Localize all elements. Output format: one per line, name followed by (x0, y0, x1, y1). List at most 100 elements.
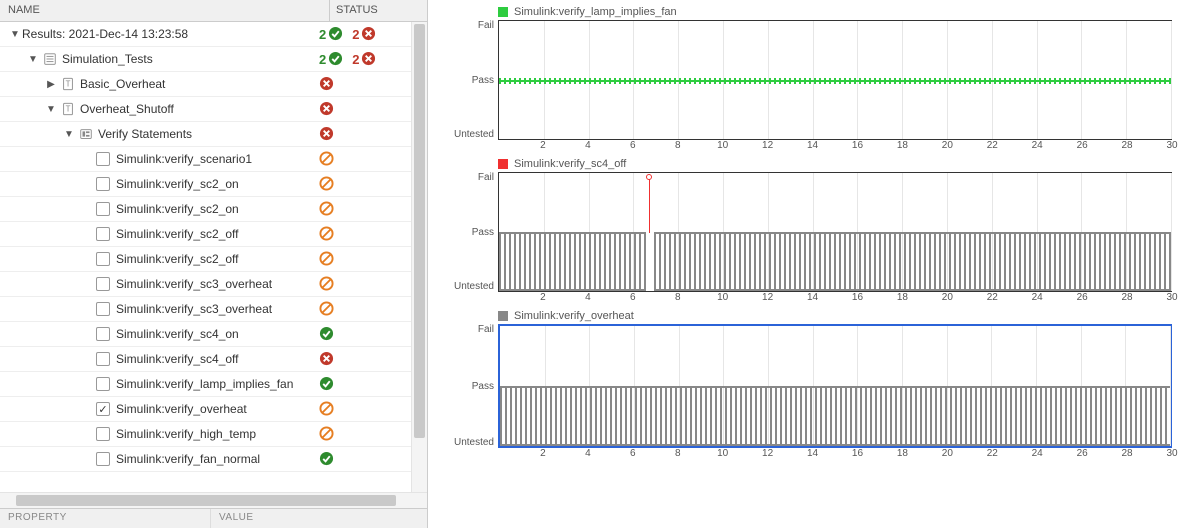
status-cell: 22 (313, 26, 411, 42)
pass-count: 2 (319, 52, 326, 67)
checkbox[interactable] (96, 227, 110, 241)
untested-icon (319, 251, 335, 267)
tree-row[interactable]: ▼Simulink:verify_fan_normal (0, 447, 411, 472)
status-cell (313, 226, 411, 242)
fail-count: 2 (352, 27, 359, 42)
checkbox[interactable] (96, 327, 110, 341)
tree-item-label: Basic_Overheat (80, 77, 165, 91)
plot-area[interactable] (498, 172, 1172, 292)
untested-icon (319, 151, 335, 167)
status-cell (313, 151, 411, 167)
checkbox[interactable] (96, 302, 110, 316)
legend-label: Simulink:verify_lamp_implies_fan (514, 6, 677, 18)
chart-legend: Simulink:verify_lamp_implies_fan (498, 6, 1172, 18)
signal-chart[interactable]: Simulink:verify_overheat FailPassUntested… (448, 310, 1172, 462)
col-header-property[interactable]: PROPERTY (0, 509, 210, 528)
pass-icon (319, 376, 335, 392)
checkbox[interactable] (96, 177, 110, 191)
tree-row[interactable]: ▼Simulink:verify_sc2_off (0, 222, 411, 247)
tree-item-label: Simulink:verify_sc3_overheat (116, 302, 272, 316)
y-axis-labels: FailPassUntested (448, 324, 498, 448)
tree-row[interactable]: ▼Simulink:verify_high_temp (0, 422, 411, 447)
test-icon: T (60, 76, 76, 92)
tree-item-label: Simulink:verify_scenario1 (116, 152, 252, 166)
col-header-status[interactable]: STATUS (329, 0, 427, 21)
tree-row[interactable]: ▼Simulink:verify_sc4_on (0, 322, 411, 347)
collapse-icon[interactable]: ▼ (62, 129, 76, 140)
untested-icon (319, 226, 335, 242)
status-cell (313, 101, 411, 117)
x-axis-labels: 24681012141618202224262830 (498, 292, 1172, 306)
tree-item-label: Simulink:verify_overheat (116, 402, 247, 416)
tree-area: NAME STATUS ▼Results: 2021-Dec-14 13:23:… (0, 0, 427, 508)
tree-item-label: Simulink:verify_sc2_on (116, 177, 239, 191)
status-cell (313, 401, 411, 417)
fail-icon (361, 26, 377, 42)
collapse-icon[interactable]: ▼ (26, 54, 40, 65)
test-icon: T (60, 101, 76, 117)
untested-icon (319, 201, 335, 217)
untested-icon (319, 426, 335, 442)
legend-swatch (498, 159, 508, 169)
signal-chart[interactable]: Simulink:verify_sc4_off FailPassUntested2… (448, 158, 1172, 306)
checkbox[interactable] (96, 352, 110, 366)
checkbox[interactable] (96, 452, 110, 466)
verify-icon (78, 126, 94, 142)
checkbox[interactable] (96, 252, 110, 266)
collapse-icon[interactable]: ▼ (44, 104, 58, 115)
col-header-name[interactable]: NAME (0, 0, 329, 21)
y-axis-labels: FailPassUntested (448, 172, 498, 292)
tree-row[interactable]: ▼Simulink:verify_scenario1 (0, 147, 411, 172)
status-cell (313, 276, 411, 292)
scrollbar-thumb[interactable] (16, 495, 396, 506)
tree-item-label: Verify Statements (98, 127, 192, 141)
vertical-scrollbar[interactable] (411, 22, 427, 492)
collapse-icon[interactable]: ▼ (8, 29, 22, 40)
horizontal-scrollbar[interactable] (0, 492, 427, 508)
legend-label: Simulink:verify_overheat (514, 310, 634, 322)
signal-chart[interactable]: Simulink:verify_lamp_implies_fanFailPass… (448, 6, 1172, 154)
fail-icon (319, 351, 335, 367)
tree-item-label: Simulink:verify_sc2_off (116, 227, 239, 241)
checkbox[interactable] (96, 427, 110, 441)
tree-item-label: Overheat_Shutoff (80, 102, 174, 116)
tree-body[interactable]: ▼Results: 2021-Dec-14 13:23:5822▼Simulat… (0, 22, 411, 492)
checkbox[interactable] (96, 152, 110, 166)
tree-row[interactable]: ▼Simulink:verify_sc3_overheat (0, 297, 411, 322)
plot-area[interactable] (498, 324, 1172, 448)
checkbox[interactable] (96, 377, 110, 391)
tree-row[interactable]: ▼ Verify Statements (0, 122, 411, 147)
checkbox[interactable] (96, 202, 110, 216)
suite-icon (42, 51, 58, 67)
tree-row[interactable]: ▼✓Simulink:verify_overheat (0, 397, 411, 422)
tree-row[interactable]: ▼Simulink:verify_sc2_on (0, 197, 411, 222)
tree-item-label: Simulink:verify_high_temp (116, 427, 256, 441)
tree-row[interactable]: ▼T Overheat_Shutoff (0, 97, 411, 122)
tree-row[interactable]: ▼Results: 2021-Dec-14 13:23:5822 (0, 22, 411, 47)
tree-row[interactable]: ▼Simulink:verify_sc2_on (0, 172, 411, 197)
chart-legend: Simulink:verify_overheat (498, 310, 1172, 322)
untested-icon (319, 301, 335, 317)
status-cell (313, 76, 411, 92)
tree-item-label: Simulink:verify_sc3_overheat (116, 277, 272, 291)
results-panel: NAME STATUS ▼Results: 2021-Dec-14 13:23:… (0, 0, 428, 528)
tree-row[interactable]: ▼Simulink:verify_sc4_off (0, 347, 411, 372)
tree-row[interactable]: ▼Simulink:verify_sc2_off (0, 247, 411, 272)
legend-label: Simulink:verify_sc4_off (514, 158, 626, 170)
fail-icon (361, 51, 377, 67)
untested-icon (319, 176, 335, 192)
tree-row[interactable]: ▶T Basic_Overheat (0, 72, 411, 97)
tree-row[interactable]: ▼Simulink:verify_lamp_implies_fan (0, 372, 411, 397)
expand-icon[interactable]: ▶ (44, 79, 58, 90)
checkbox[interactable]: ✓ (96, 402, 110, 416)
pass-icon (319, 451, 335, 467)
col-header-value[interactable]: VALUE (210, 509, 427, 528)
checkbox[interactable] (96, 277, 110, 291)
scrollbar-thumb[interactable] (414, 24, 425, 438)
fail-count: 2 (352, 52, 359, 67)
plot-area[interactable] (498, 20, 1172, 140)
tree-row[interactable]: ▼Simulation_Tests22 (0, 47, 411, 72)
tree-row[interactable]: ▼Simulink:verify_sc3_overheat (0, 272, 411, 297)
tree-item-label: Simulink:verify_sc2_off (116, 252, 239, 266)
x-axis-labels: 24681012141618202224262830 (498, 448, 1172, 462)
